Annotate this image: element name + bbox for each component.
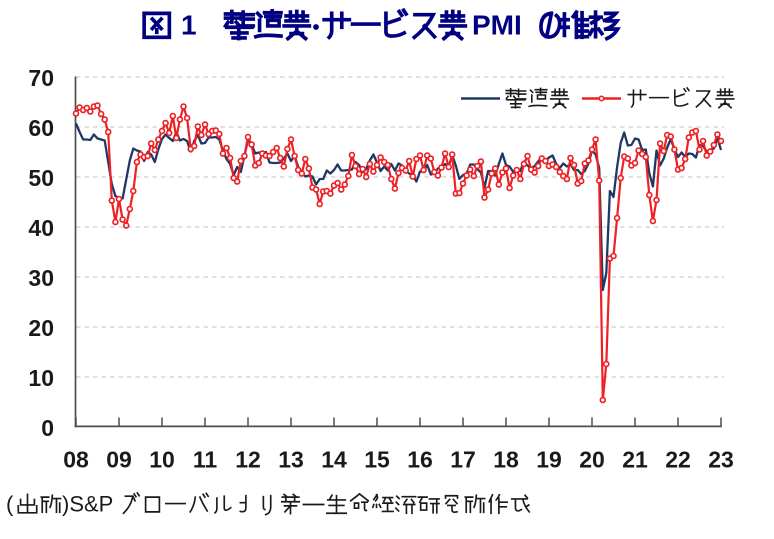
svg-text:15: 15: [364, 447, 390, 473]
svg-text:40: 40: [28, 215, 54, 241]
svg-text:22: 22: [665, 447, 691, 473]
svg-text:13: 13: [278, 447, 304, 473]
svg-text:12: 12: [235, 447, 261, 473]
svg-text:10: 10: [149, 447, 175, 473]
svg-text:70: 70: [28, 65, 54, 91]
svg-text:0: 0: [41, 415, 54, 441]
svg-text:18: 18: [493, 447, 519, 473]
svg-text:60: 60: [28, 115, 54, 141]
svg-text:)S&P: )S&P: [62, 492, 113, 517]
svg-text:20: 20: [579, 447, 605, 473]
svg-text:30: 30: [28, 265, 54, 291]
svg-text:16: 16: [407, 447, 433, 473]
svg-text:09: 09: [106, 447, 132, 473]
svg-text:20: 20: [28, 315, 54, 341]
svg-text:21: 21: [622, 447, 648, 473]
svg-text:50: 50: [28, 165, 54, 191]
svg-text:14: 14: [321, 447, 347, 473]
svg-text:23: 23: [708, 447, 734, 473]
svg-text:19: 19: [536, 447, 562, 473]
svg-text:08: 08: [63, 447, 89, 473]
svg-text:11: 11: [193, 447, 218, 473]
svg-text:(: (: [6, 492, 14, 517]
svg-text:PMI: PMI: [472, 10, 522, 41]
svg-text:10: 10: [28, 365, 54, 391]
svg-text:17: 17: [450, 447, 476, 473]
svg-text:1: 1: [181, 10, 197, 41]
